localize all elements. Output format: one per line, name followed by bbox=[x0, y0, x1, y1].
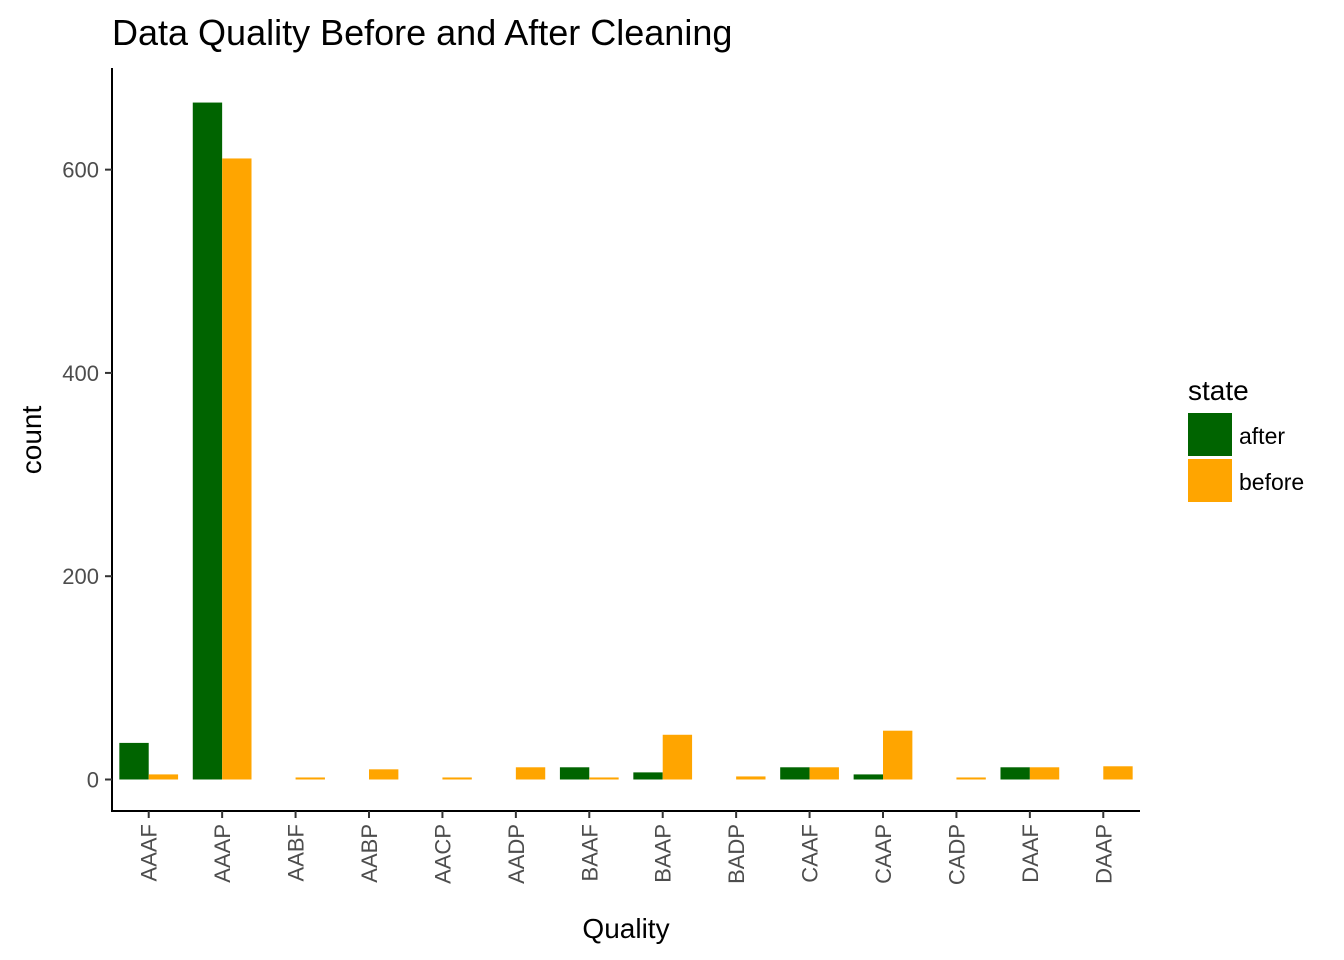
bar-aabp-before bbox=[369, 769, 399, 780]
bar-aabf-before bbox=[295, 777, 325, 780]
bar-baaf-after bbox=[559, 767, 590, 780]
bar-caap-after bbox=[853, 774, 883, 780]
legend-label-after: after bbox=[1239, 423, 1285, 449]
y-tick-label-200: 200 bbox=[62, 564, 99, 589]
x-tick-label-daaf: DAAF bbox=[1018, 824, 1043, 883]
bar-aadp-before bbox=[515, 767, 546, 780]
legend: state after before bbox=[1188, 375, 1304, 502]
bar-aaaf-after bbox=[119, 742, 149, 780]
bar-badp-before bbox=[736, 776, 766, 780]
bar-caaf-after bbox=[780, 767, 810, 780]
x-tick-label-baaf: BAAF bbox=[577, 824, 602, 881]
legend-key-before bbox=[1188, 459, 1232, 502]
bar-baap-after bbox=[633, 772, 663, 780]
x-tick-label-aacp: AACP bbox=[430, 824, 455, 884]
bar-aaaf-before bbox=[148, 774, 179, 780]
bar-aaap-after bbox=[192, 102, 223, 780]
x-tick-label-aabf: AABF bbox=[284, 824, 309, 881]
bar-cadp-before bbox=[956, 777, 986, 780]
bar-aacp-before bbox=[442, 777, 472, 780]
bar-daaf-before bbox=[1029, 767, 1060, 780]
x-tick-label-baap: BAAP bbox=[651, 824, 676, 883]
x-tick-label-daap: DAAP bbox=[1091, 824, 1116, 884]
chart-title: Data Quality Before and After Cleaning bbox=[112, 12, 732, 53]
bar-caaf-before bbox=[809, 767, 839, 780]
x-tick-label-badp: BADP bbox=[724, 824, 749, 884]
bar-caap-before bbox=[883, 730, 913, 780]
bar-aaap-before bbox=[222, 158, 252, 780]
x-tick-label-caap: CAAP bbox=[871, 824, 896, 884]
y-tick-label-600: 600 bbox=[62, 158, 99, 183]
y-axis-title: count bbox=[16, 406, 47, 475]
legend-key-after bbox=[1188, 413, 1232, 456]
bar-daap-before bbox=[1103, 766, 1133, 780]
x-tick-label-aaap: AAAP bbox=[210, 824, 235, 883]
x-tick-label-cadp: CADP bbox=[944, 824, 969, 885]
legend-title: state bbox=[1188, 375, 1249, 406]
x-tick-label-caaf: CAAF bbox=[798, 824, 823, 883]
legend-label-before: before bbox=[1239, 469, 1304, 495]
y-tick-label-400: 400 bbox=[62, 361, 99, 386]
bar-baap-before bbox=[662, 734, 693, 780]
bar-baaf-before bbox=[589, 777, 619, 780]
x-axis-title: Quality bbox=[582, 913, 669, 944]
x-axis-ticks: AAAF AAAP AABF AABP AACP AADP BAAF BAAP BADP CAAF… bbox=[137, 811, 1116, 885]
bar-daaf-after bbox=[1000, 767, 1030, 780]
x-tick-label-aadp: AADP bbox=[504, 824, 529, 884]
x-tick-label-aaaf: AAAF bbox=[137, 824, 162, 881]
y-axis-ticks: 0 200 400 600 bbox=[62, 158, 112, 792]
x-tick-label-aabp: AABP bbox=[357, 824, 382, 883]
y-tick-label-0: 0 bbox=[87, 767, 99, 792]
plot-area bbox=[119, 102, 1133, 780]
